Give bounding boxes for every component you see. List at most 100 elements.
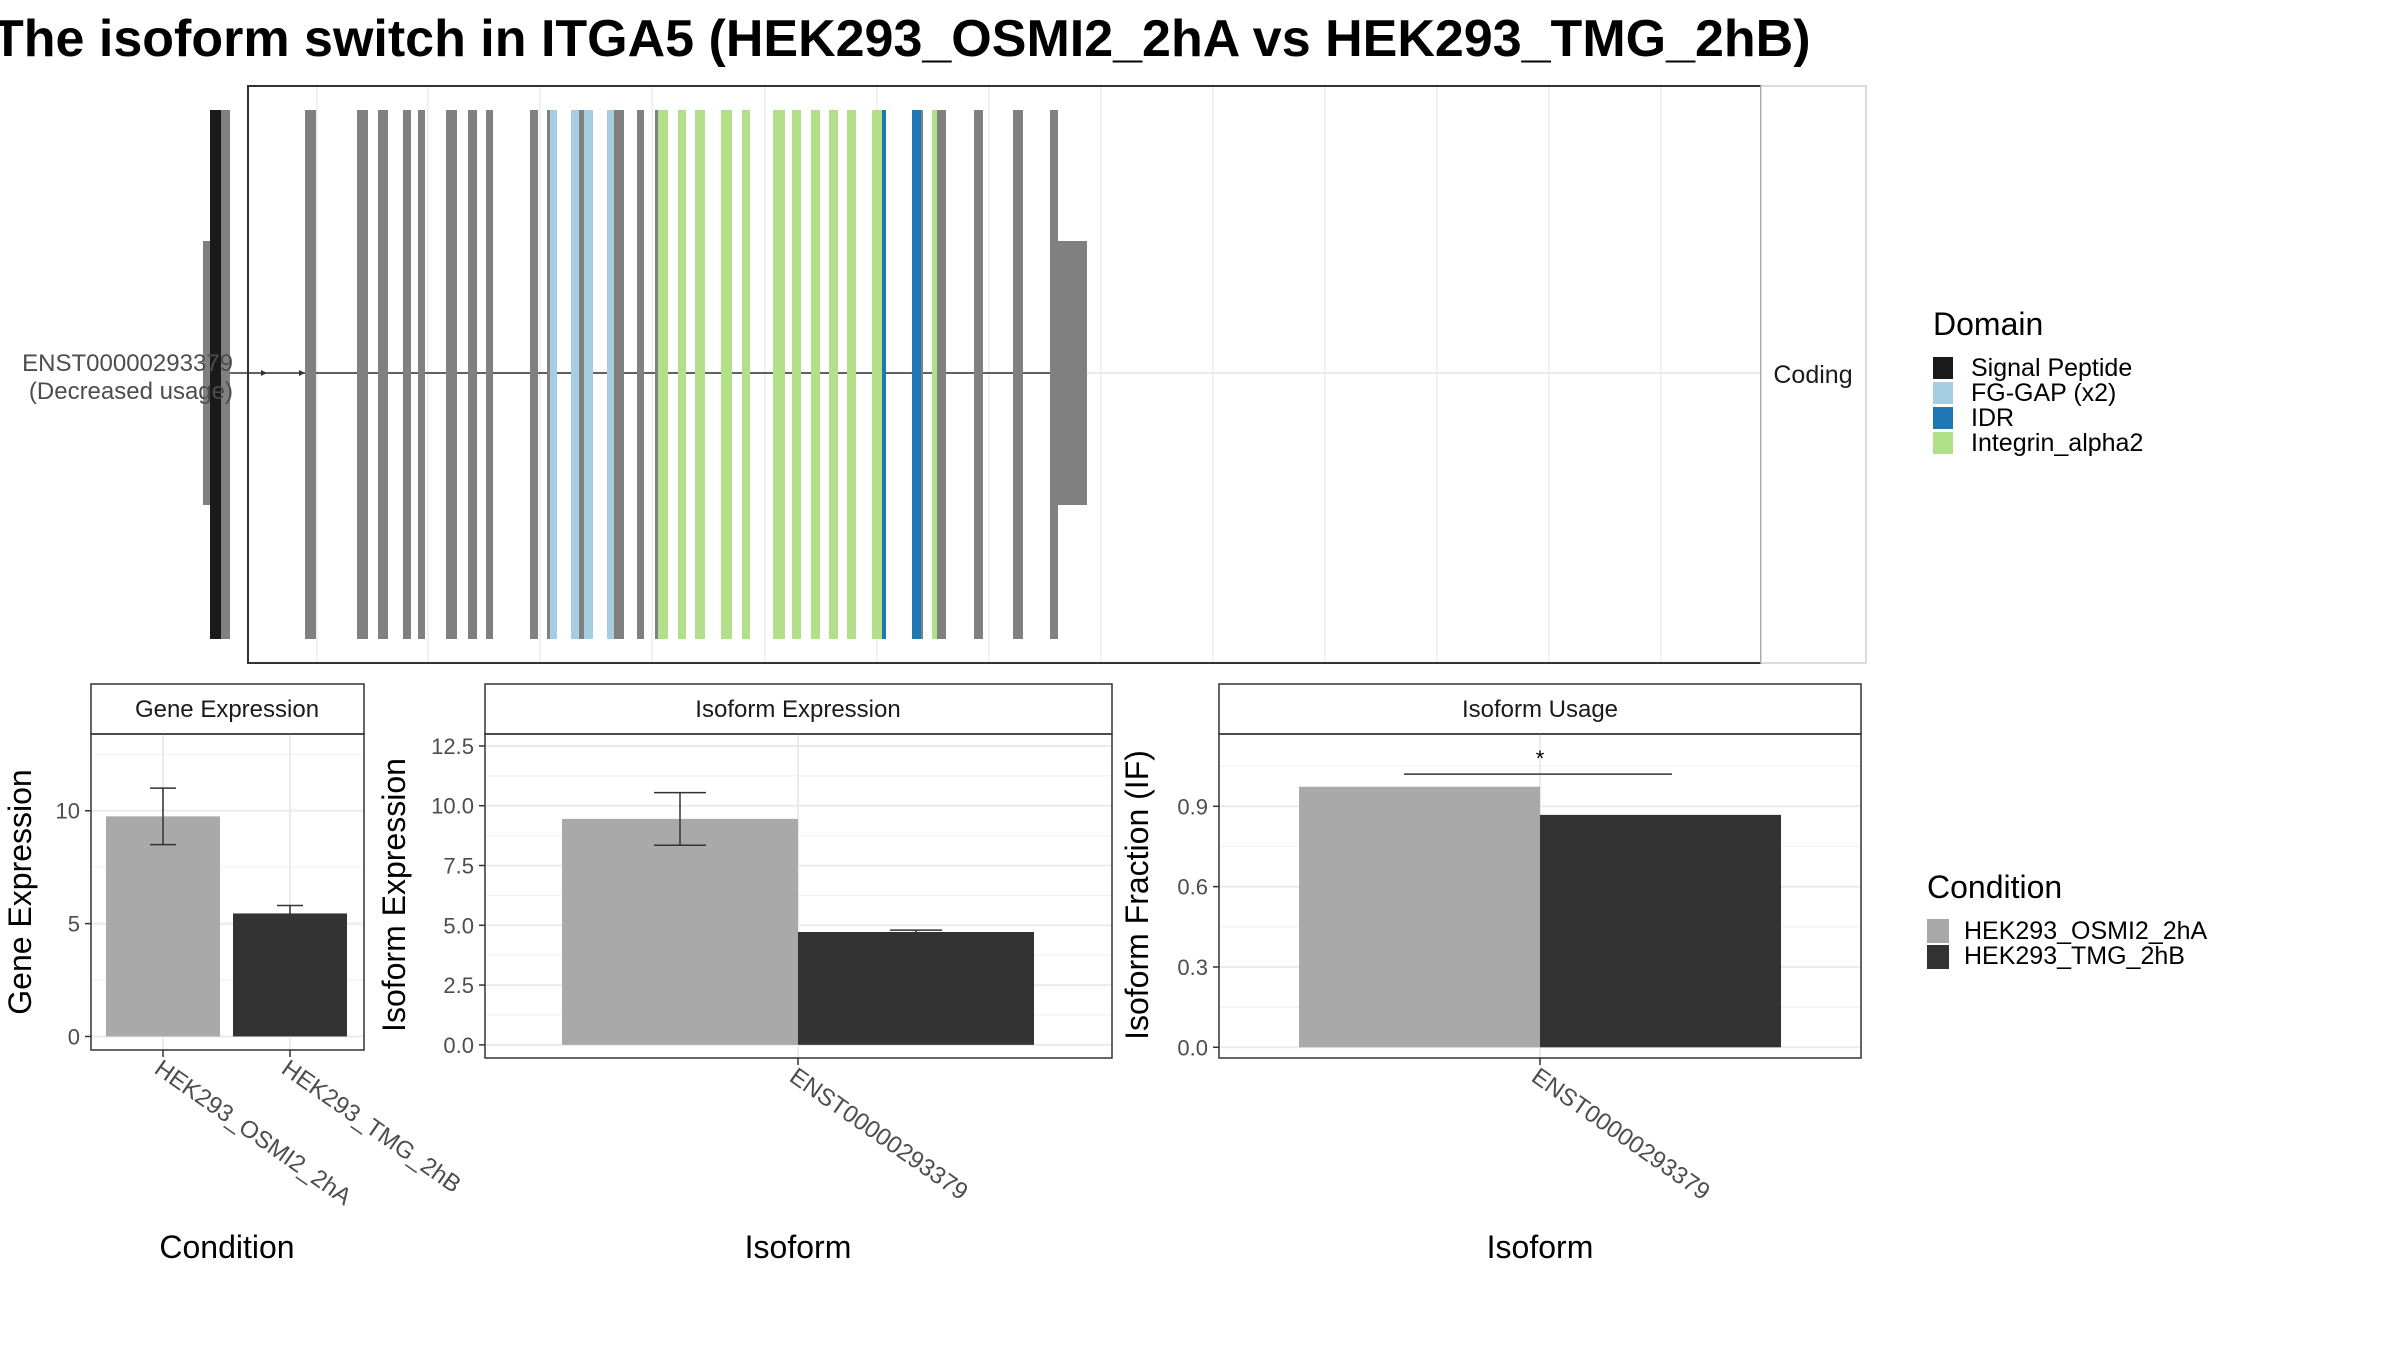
significance-label: * [1536,746,1545,771]
gene-structure-panel: Coding ENST00000293379 (Decreased usage) [22,85,1867,664]
utr-block-1 [1057,241,1087,505]
gene-expression-y-ticks: 0 5 10 [56,799,91,1049]
facet-label-coding: Coding [1773,361,1852,389]
legend-label-idr: IDR [1971,404,2014,432]
isoform-expression-panel: Isoform Expression 0.02.55.07.510.012.5 … [376,683,1113,1265]
exon-21-integrin-alpha2 [678,110,686,639]
y-tick-label-0: 0.0 [443,1033,474,1058]
x-tick-label-0: ENST00000293379 [785,1063,973,1206]
exon-5 [403,110,411,639]
exon-6 [418,110,425,639]
exon-2 [305,110,316,639]
legend-key-signal-peptide [1933,357,1953,379]
exon-1 [221,110,230,639]
exon-33 [921,110,923,639]
gene-expression-y-title: Gene Expression [2,769,38,1014]
legend-label-signal-peptide: Signal Peptide [1971,354,2132,382]
exon-27-integrin-alpha2 [811,110,820,639]
exon-26-integrin-alpha2 [792,110,801,639]
y-tick-label-0: 0 [68,1024,80,1049]
y-tick-label-4: 10.0 [431,794,474,819]
isoform-usage-y-ticks: 0.0 0.3 0.6 0.9 [1177,794,1219,1060]
legend-key-condition-a [1927,919,1949,943]
isoform-label: ENST00000293379 [22,350,233,377]
exon-3 [357,110,368,639]
exon-15-fg-gap [584,110,593,639]
exon-17 [614,110,624,639]
exon-13-fg-gap [571,110,579,639]
direction-arrow-0 [261,370,267,376]
bar-HEK293_OSMI2_2hA [1299,786,1540,1048]
gene-expression-strip-label: Gene Expression [135,696,319,723]
isoform-expression-y-title: Isoform Expression [376,758,412,1032]
legend-label-fg-gap: FG-GAP (x2) [1971,379,2116,407]
y-tick-label-3: 7.5 [443,854,474,879]
exon-30-integrin-alpha2 [872,110,882,639]
exon-35 [937,110,946,639]
y-tick-label-1: 2.5 [443,973,474,998]
exon-19 [655,110,658,639]
exon-10 [530,110,538,639]
y-tick-label-2: 5.0 [443,913,474,938]
y-tick-label-0: 0.0 [1177,1035,1208,1060]
legend-label-condition-b: HEK293_TMG_2hB [1964,942,2185,970]
exon-20-integrin-alpha2 [658,110,668,639]
exon-37 [1013,110,1023,639]
exon-29-integrin-alpha2 [847,110,856,639]
bar-HEK293_TMG_2hB [798,931,1034,1045]
exon-22-integrin-alpha2 [695,110,705,639]
x-tick-label-0: ENST00000293379 [1527,1063,1715,1206]
legend-key-integrin-alpha2 [1933,432,1953,454]
gene-expression-strip [90,683,365,735]
exon-8 [468,110,477,639]
error-bar-0 [654,791,706,846]
legend-label-integrin-alpha2: Integrin_alpha2 [1971,429,2143,457]
legend-key-fg-gap [1933,382,1953,404]
y-tick-label-1: 5 [68,912,80,937]
exon-4 [378,110,388,639]
isoform-expression-x-title: Isoform [745,1229,852,1265]
y-tick-label-1: 0.3 [1177,955,1208,980]
facet-strip [1760,85,1867,664]
exon-16-fg-gap [607,110,614,639]
exon-12-fg-gap [550,110,557,639]
exon-7 [446,110,457,639]
isoform-usage-x-title: Isoform [1487,1229,1594,1265]
exon-23-integrin-alpha2 [721,110,732,639]
error-bar-0 [150,787,176,846]
y-tick-label-2: 10 [56,799,80,824]
exon-18 [637,110,644,639]
error-bar-1 [890,929,942,935]
y-tick-label-5: 12.5 [431,734,474,759]
gene-structure-background [248,86,1761,663]
domain-legend-title: Domain [1933,306,2043,342]
gene-expression-x-title: Condition [159,1229,294,1265]
figure-title: The isoform switch in ITGA5 (HEK293_OSMI… [0,10,1811,68]
exon-11 [547,110,550,639]
isoform-usage-strip [1218,683,1862,735]
exon-34-integrin-alpha2 [932,110,937,639]
legend-label-condition-a: HEK293_OSMI2_2hA [1964,917,2208,945]
direction-arrow-1 [299,370,305,376]
exon-9 [486,110,493,639]
utr-block-0 [203,241,212,505]
gene-structure-marks [203,110,1087,639]
isoform-expression-strip-label: Isoform Expression [695,696,900,723]
y-tick-label-2: 0.6 [1177,875,1208,900]
error-bar-1 [277,904,303,921]
condition-legend-title: Condition [1927,869,2062,905]
bar-HEK293_OSMI2_2hA [106,816,220,1037]
exon-28-integrin-alpha2 [829,110,838,639]
isoform-expression-x-ticks: ENST00000293379 [785,1058,973,1206]
exon-14 [579,110,584,639]
bar-HEK293_OSMI2_2hA [562,818,798,1045]
gene-expression-bars [106,787,347,1037]
y-tick-label-3: 0.9 [1177,794,1208,819]
isoform-expression-strip [484,683,1113,735]
exon-38 [1050,110,1058,639]
bar-HEK293_TMG_2hB [233,913,347,1037]
domain-legend: Domain Signal Peptide FG-GAP (x2) IDR In… [1933,306,2143,457]
exon-0-signal-peptide [210,110,221,639]
